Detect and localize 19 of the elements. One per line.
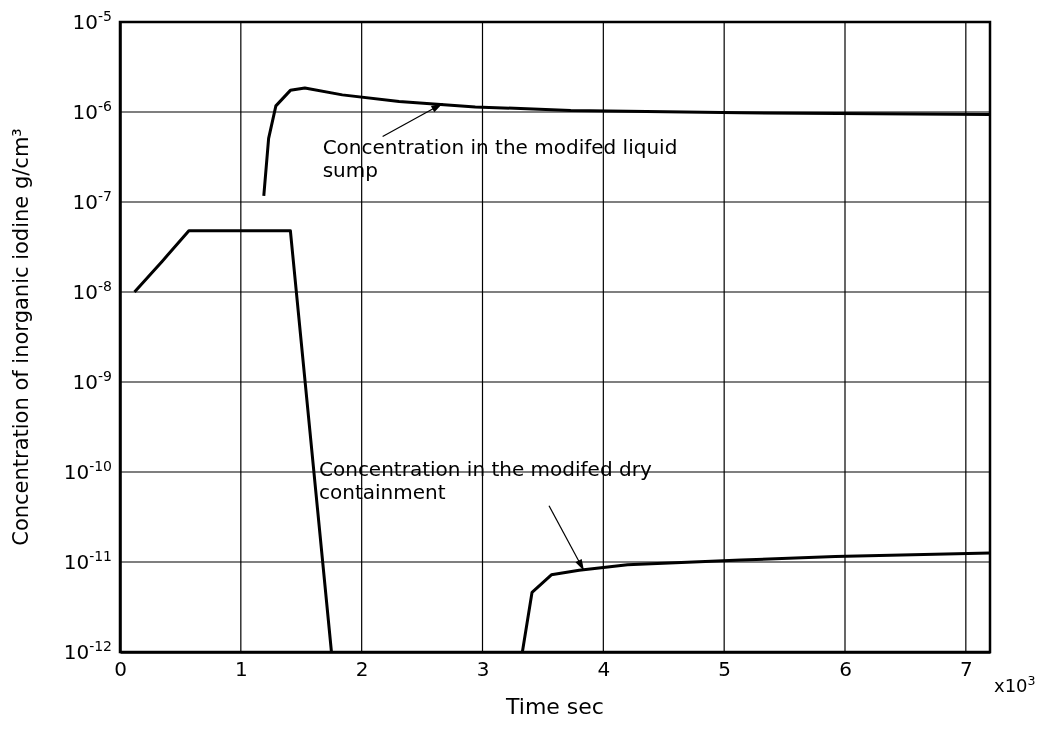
x-tick-label: 0 — [114, 657, 127, 682]
x-tick-label: 1 — [234, 657, 248, 682]
y-tick-label: 10$^{-10}$ — [63, 457, 112, 484]
y-tick-label: 10$^{-11}$ — [63, 547, 112, 574]
y-tick-label: 10$^{-8}$ — [72, 277, 112, 304]
x-tick-label: 3 — [476, 657, 490, 682]
x-tick-label: 6 — [839, 657, 852, 682]
x-tick-label: 2 — [355, 657, 369, 682]
x-axis-title: Time sec — [505, 694, 604, 719]
y-tick-label: 10$^{-5}$ — [72, 7, 112, 34]
x-tick-label: 7 — [959, 657, 973, 682]
x-tick-label: 4 — [597, 657, 611, 682]
x-tick-label: 5 — [718, 657, 732, 682]
y-tick-label: 10$^{-6}$ — [72, 97, 113, 124]
y-tick-label: 10$^{-7}$ — [72, 187, 112, 214]
text: x10$^{3}$ — [994, 672, 1036, 696]
y-tick-label: 10$^{-12}$ — [63, 637, 112, 664]
y-tick-label: 10$^{-9}$ — [72, 367, 112, 394]
y-axis-title: Concentration of inorganic iodine g/cm³ — [9, 128, 33, 546]
